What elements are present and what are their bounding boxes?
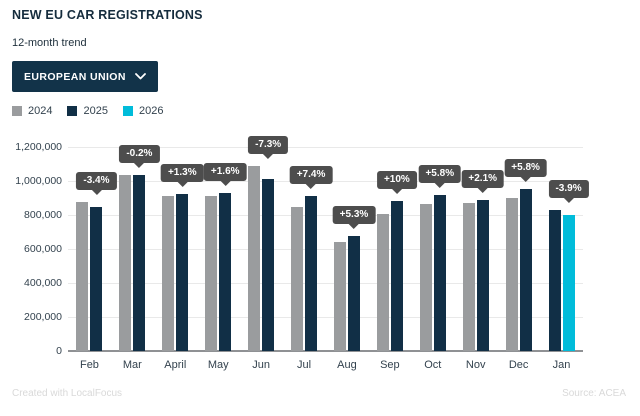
bar-sep-2025[interactable] (390, 200, 403, 351)
source-text: Source: ACEA (562, 388, 626, 399)
bar-nov-2024[interactable] (462, 203, 475, 351)
bar-feb-2025[interactable] (90, 206, 103, 351)
gridline (68, 249, 583, 250)
x-axis-tick-label: April (164, 359, 187, 371)
change-label-bubble: +1.6% (203, 163, 247, 187)
legend-item-2025: 2025 (67, 105, 108, 117)
bar-jan-2026[interactable] (562, 215, 575, 351)
legend-label-2024: 2024 (28, 105, 53, 117)
x-axis-tick-label: May (207, 359, 229, 371)
bar-feb-2024[interactable] (76, 201, 89, 351)
bar-jan-2025[interactable] (548, 209, 561, 351)
bar-may-2024[interactable] (205, 195, 218, 351)
gridline (68, 215, 583, 216)
region-dropdown-label: EUROPEAN UNION (24, 70, 126, 83)
change-label-bubble: -7.3% (248, 135, 289, 159)
gridline (68, 317, 583, 318)
y-axis-tick-label: 1,000,000 (15, 175, 62, 187)
change-label-bubble: +7.4% (289, 165, 333, 189)
region-dropdown[interactable]: EUROPEAN UNION (12, 61, 158, 92)
bar-april-2025[interactable] (176, 193, 189, 351)
y-axis-tick-label: 400,000 (24, 277, 62, 289)
bar-aug-2025[interactable] (347, 236, 360, 351)
change-label-bubble: +5.8% (418, 165, 462, 189)
legend-item-2024: 2024 (12, 105, 52, 117)
y-axis-tick-label: 200,000 (24, 311, 62, 323)
legend-swatch-2025 (67, 106, 78, 116)
gridline (68, 147, 583, 148)
legend-label-2026: 2026 (138, 105, 164, 117)
x-axis-tick-label: Dec (508, 359, 529, 371)
y-axis-tick-label: 800,000 (24, 209, 62, 221)
legend-swatch-2024 (12, 106, 22, 116)
change-label-bubble: -0.2% (119, 144, 160, 168)
bar-nov-2025[interactable] (476, 200, 489, 351)
x-axis-tick-label: Jul (297, 359, 312, 371)
change-label-bubble: +10% (376, 170, 417, 194)
y-axis-tick-label: 600,000 (24, 243, 62, 255)
x-axis-tick-label: Feb (79, 359, 99, 371)
credit-text: Created with LocalFocus (12, 388, 123, 399)
bar-jul-2025[interactable] (305, 195, 318, 351)
chart-subtitle: 12-month trend (12, 37, 87, 49)
bar-sep-2024[interactable] (376, 214, 389, 351)
chart-legend: 2024 2025 2026 (12, 105, 163, 117)
x-axis-tick-label: Jan (552, 359, 571, 371)
x-axis-line (68, 350, 583, 352)
legend-item-2026: 2026 (122, 105, 164, 117)
bar-oct-2025[interactable] (433, 195, 446, 351)
x-axis-tick-label: Nov (465, 359, 486, 371)
bar-aug-2024[interactable] (333, 242, 346, 351)
chevron-down-icon (134, 73, 146, 80)
bar-mar-2025[interactable] (133, 175, 146, 351)
change-label-bubble: +5.8% (504, 158, 547, 182)
legend-swatch-2026 (122, 106, 133, 116)
bar-mar-2024[interactable] (119, 174, 132, 351)
change-label-bubble: +2.1% (461, 170, 505, 194)
page-title: NEW EU CAR REGISTRATIONS (12, 8, 203, 22)
bar-dec-2024[interactable] (505, 197, 518, 351)
x-axis-tick-label: Sep (380, 359, 400, 371)
bar-jun-2025[interactable] (262, 179, 275, 351)
change-label-bubble: -3.4% (76, 171, 117, 195)
x-axis-tick-label: Oct (424, 359, 442, 371)
bar-jul-2024[interactable] (291, 206, 304, 351)
legend-label-2025: 2025 (83, 105, 108, 117)
bar-dec-2025[interactable] (519, 188, 532, 351)
x-axis-tick-label: Aug (337, 359, 357, 371)
bar-oct-2024[interactable] (419, 203, 432, 351)
change-label-bubble: -3.9% (548, 179, 589, 203)
gridline (68, 283, 583, 284)
x-axis-tick-label: Jun (252, 359, 270, 371)
change-label-bubble: +5.3% (332, 206, 376, 230)
bar-jun-2024[interactable] (248, 165, 261, 351)
x-axis-tick-label: Mar (122, 359, 142, 371)
y-axis-tick-label: 1,200,000 (15, 141, 62, 153)
bar-april-2024[interactable] (162, 195, 175, 351)
change-label-bubble: +1.3% (160, 163, 204, 187)
bar-may-2025[interactable] (219, 193, 232, 351)
y-axis-tick-label: 0 (56, 345, 62, 357)
